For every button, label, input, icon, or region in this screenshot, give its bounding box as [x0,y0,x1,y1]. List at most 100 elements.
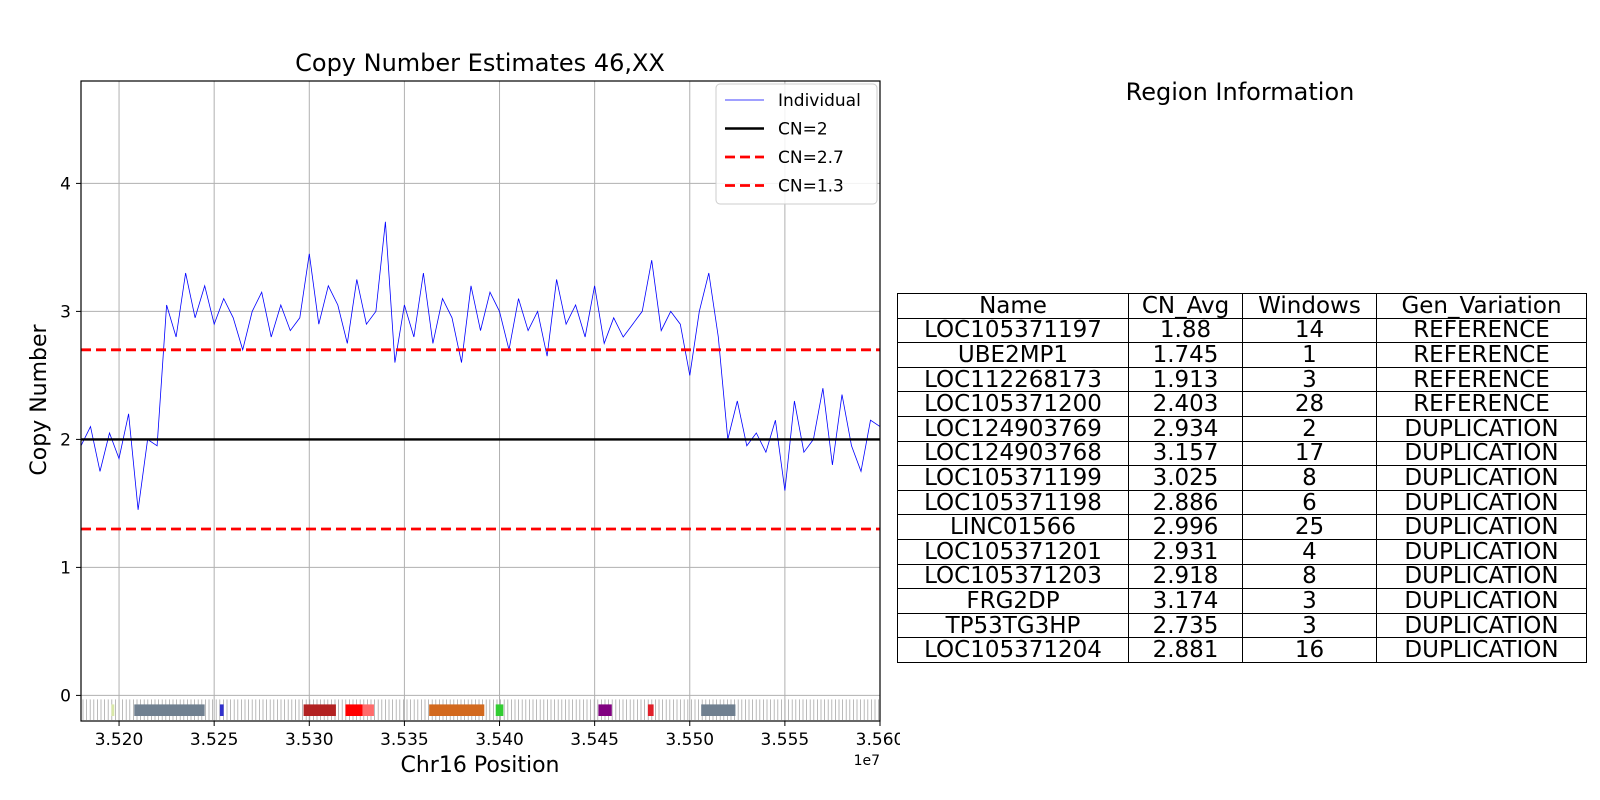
table-row: LOC105371199 3.025 8 DUPLICATION [897,465,1587,491]
legend-label: Individual [778,91,861,111]
legend: Individual CN=2 CN=2.7 CN=1.3 [715,83,878,205]
legend-label: CN=2 [778,120,828,140]
table-cell: LOC105371201 [897,538,1129,565]
table-row: TP53TG3HP 2.735 3 DUPLICATION [897,612,1587,639]
x-tick-label: 3.545 [570,730,619,750]
table-cell: DUPLICATION [1376,612,1587,639]
table-cell: 3.174 [1128,588,1243,614]
table-cell: DUPLICATION [1376,538,1587,565]
table-cell: 3.025 [1128,465,1243,491]
table-body: LOC105371197 1.88 14 REFERENCE UBE2MP1 1.745 1… [897,317,1587,663]
table-cell: 3 [1242,612,1377,639]
table-header-row: Name CN_Avg Windows Gen_Variation [897,293,1587,319]
table-cell: 1 [1242,342,1377,368]
table-cell: DUPLICATION [1376,489,1587,516]
table-row: LOC105371200 2.403 28 REFERENCE [897,391,1587,417]
gene-block [701,704,736,716]
gene-block [495,704,504,716]
table-row: LOC105371197 1.88 14 REFERENCE [897,317,1587,344]
table-row: LOC124903768 3.157 17 DUPLICATION [897,440,1587,467]
table-cell: DUPLICATION [1376,440,1587,467]
x-tick-label: 3.535 [380,730,429,750]
y-tick-label: 3 [60,302,71,322]
table-cell: DUPLICATION [1376,514,1587,540]
copy-number-chart: Copy Number Estimates 46,XX Copy Number … [27,49,900,778]
table-cell: REFERENCE [1376,317,1587,344]
x-axis-label: Chr16 Position [401,753,560,778]
gene-block [111,704,115,716]
table-header-cell: CN_Avg [1128,293,1243,319]
gene-block [303,704,336,716]
table-cell: 1.913 [1128,366,1243,393]
y-tick-label: 1 [60,558,71,578]
table-header-cell: Windows [1242,293,1377,319]
table-cell: LOC112268173 [897,366,1129,393]
x-offset-label: 1e7 [854,753,880,769]
x-tick-label: 3.530 [285,730,334,750]
table-header-cell: Name [897,293,1129,319]
gene-block [134,704,205,716]
table-cell: LOC105371197 [897,317,1129,344]
table-cell: FRG2DP [897,588,1129,614]
table-cell: DUPLICATION [1376,415,1587,442]
table-cell: 8 [1242,563,1377,590]
series-individual-line [80,221,881,510]
table-cell: LOC105371204 [897,637,1129,663]
table-row: FRG2DP 3.174 3 DUPLICATION [897,588,1587,614]
y-tick-label: 2 [60,430,71,450]
table-cell: DUPLICATION [1376,588,1587,614]
table-cell: DUPLICATION [1376,637,1587,663]
series-layer [80,221,881,531]
table-cell: 8 [1242,465,1377,491]
table-cell: 2.931 [1128,538,1243,565]
gene-track [82,699,879,720]
table-cell: 6 [1242,489,1377,516]
plot-frame [80,80,881,722]
table-cell: 2.881 [1128,637,1243,663]
gene-block [598,704,612,716]
table-row: UBE2MP1 1.745 1 REFERENCE [897,342,1587,368]
axis-ticks: 3.520 3.525 3.530 3.535 3.540 3.545 3.550 3.555… [60,174,900,750]
table-cell: 2.934 [1128,415,1243,442]
table-cell: LINC01566 [897,514,1129,540]
legend-label: CN=2.7 [778,148,844,168]
table-cell: 17 [1242,440,1377,467]
table-row: LOC105371203 2.918 8 DUPLICATION [897,563,1587,590]
region-title: Region Information [1125,78,1355,106]
x-tick-label: 3.525 [190,730,239,750]
gene-block [219,704,224,716]
table-cell: DUPLICATION [1376,465,1587,491]
x-tick-label: 3.520 [95,730,144,750]
table-cell: REFERENCE [1376,342,1587,368]
table-cell: 2.886 [1128,489,1243,516]
table-row: LOC105371201 2.931 4 DUPLICATION [897,538,1587,565]
table-cell: 1.745 [1128,342,1243,368]
table-cell: LOC124903769 [897,415,1129,442]
table-cell: 16 [1242,637,1377,663]
table-row: LOC105371204 2.881 16 DUPLICATION [897,637,1587,663]
table-cell: TP53TG3HP [897,612,1129,639]
table-row: LOC112268173 1.913 3 REFERENCE [897,366,1587,393]
table-row: LOC124903769 2.934 2 DUPLICATION [897,415,1587,442]
table-cell: 2.996 [1128,514,1243,540]
y-axis-label: Copy Number [27,323,52,475]
table-cell: LOC105371203 [897,563,1129,590]
table-cell: 3 [1242,588,1377,614]
table-cell: REFERENCE [1376,391,1587,417]
y-tick-label: 0 [60,686,71,706]
table-cell: 14 [1242,317,1377,344]
table-cell: 1.88 [1128,317,1243,344]
gene-block [429,704,485,716]
table-cell: 2.735 [1128,612,1243,639]
region-table: Name CN_Avg Windows Gen_Variation LOC105371… [897,293,1587,663]
chart-title: Copy Number Estimates 46,XX [295,49,665,77]
x-tick-label: 3.550 [665,730,714,750]
x-tick-label: 3.555 [761,730,810,750]
x-tick-label: 3.540 [475,730,524,750]
table-cell: 3 [1242,366,1377,393]
gene-block [345,704,363,716]
table-cell: 2.918 [1128,563,1243,590]
table-cell: LOC105371198 [897,489,1129,516]
y-tick-label: 4 [60,174,71,194]
legend-label: CN=1.3 [778,177,844,197]
